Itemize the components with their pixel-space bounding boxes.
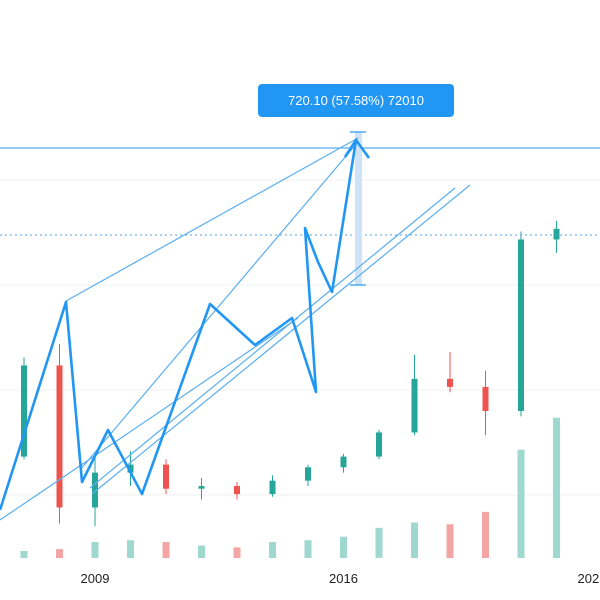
trend-drawings[interactable] — [0, 131, 600, 521]
x-axis: 20092016202320302037 — [81, 571, 600, 586]
candle-2019[interactable] — [447, 378, 453, 387]
candle-2008[interactable] — [56, 365, 63, 508]
volume-bar-2014 — [269, 542, 276, 558]
volume-bar-2016 — [340, 536, 347, 558]
candle-2010[interactable] — [127, 464, 134, 473]
candle-2015[interactable] — [305, 467, 311, 481]
candle-2013[interactable] — [234, 486, 240, 495]
volume-bar-2021 — [517, 449, 525, 558]
trend-line-base[interactable] — [0, 317, 299, 521]
candle-2014[interactable] — [269, 480, 276, 495]
volume-bar-2013 — [233, 547, 241, 558]
grid — [0, 179, 600, 496]
volume-bar-2017 — [375, 527, 383, 558]
candle-2020[interactable] — [482, 386, 489, 411]
candle-2011[interactable] — [163, 464, 169, 489]
candle-2012[interactable] — [198, 486, 205, 489]
volume-bar-2010 — [127, 540, 134, 558]
trend-line-lower-2[interactable] — [91, 184, 471, 495]
volume-bar-2008 — [56, 549, 63, 558]
candle-2018[interactable] — [411, 378, 418, 433]
measure-badge[interactable]: 720.10 (57.58%) 72010 — [258, 84, 454, 117]
trend-line-upper[interactable] — [65, 137, 359, 302]
target-arrow-icon — [343, 137, 371, 159]
volume-bar-2011 — [162, 542, 170, 558]
candle-2009[interactable] — [92, 472, 98, 508]
measure-label: 720.10 (57.58%) 72010 — [288, 93, 424, 108]
volume-bar-2019 — [446, 524, 454, 558]
volume-bar-2018 — [411, 522, 418, 558]
x-tick-label: 2016 — [329, 571, 358, 586]
volume-bars — [20, 417, 560, 558]
candle-2016[interactable] — [340, 456, 347, 468]
candles — [21, 220, 560, 527]
candle-2017[interactable] — [376, 432, 382, 457]
trend-line-lower-1[interactable] — [89, 187, 456, 489]
trend-line-mid[interactable] — [79, 141, 359, 471]
volume-bar-2015 — [304, 540, 312, 558]
volume-bar-2009 — [91, 542, 99, 558]
x-tick-label: 2023 — [578, 571, 600, 586]
zigzag-pattern[interactable] — [0, 139, 358, 511]
candle-2022[interactable] — [553, 228, 560, 240]
volume-bar-2020 — [482, 511, 489, 558]
candle-2021[interactable] — [518, 239, 524, 411]
measure-range[interactable] — [355, 132, 362, 285]
x-tick-label: 2009 — [81, 571, 110, 586]
volume-bar-2012 — [198, 545, 205, 558]
volume-bar-2007 — [20, 550, 28, 558]
candle-2007[interactable] — [21, 365, 27, 457]
volume-bar-2022 — [553, 417, 560, 558]
